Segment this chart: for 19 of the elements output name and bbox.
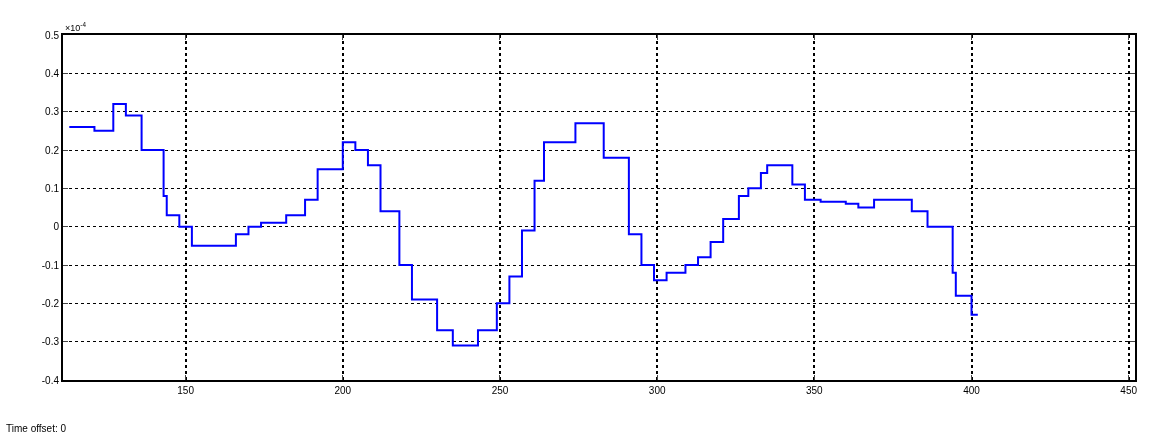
x-tick-label: 450 bbox=[1120, 385, 1138, 396]
y-tick-label: -0.3 bbox=[41, 336, 60, 348]
y-tick-label: 0.5 bbox=[45, 29, 60, 41]
x-tick-label: 400 bbox=[963, 385, 981, 396]
y-tick-label: 0.2 bbox=[45, 144, 60, 156]
y-tick-label: 0 bbox=[53, 221, 60, 233]
y-tick-label: -0.1 bbox=[41, 259, 60, 271]
y-tick-label: -0.2 bbox=[41, 297, 60, 309]
x-tick-label: 200 bbox=[334, 385, 352, 396]
y-tick-label: 0.3 bbox=[45, 106, 60, 118]
x-tick-label: 350 bbox=[806, 385, 824, 396]
x-tick-label: 150 bbox=[177, 385, 195, 396]
y-tick-label: 0.4 bbox=[45, 67, 60, 79]
text: ×10$^{-4}$ bbox=[65, 21, 87, 33]
text: Time offset: 0 bbox=[6, 423, 67, 432]
y-tick-label: -0.4 bbox=[41, 374, 60, 386]
x-tick-label: 300 bbox=[648, 385, 666, 396]
y-tick-label: 0.1 bbox=[45, 182, 60, 194]
x-tick-label: 250 bbox=[491, 385, 509, 396]
